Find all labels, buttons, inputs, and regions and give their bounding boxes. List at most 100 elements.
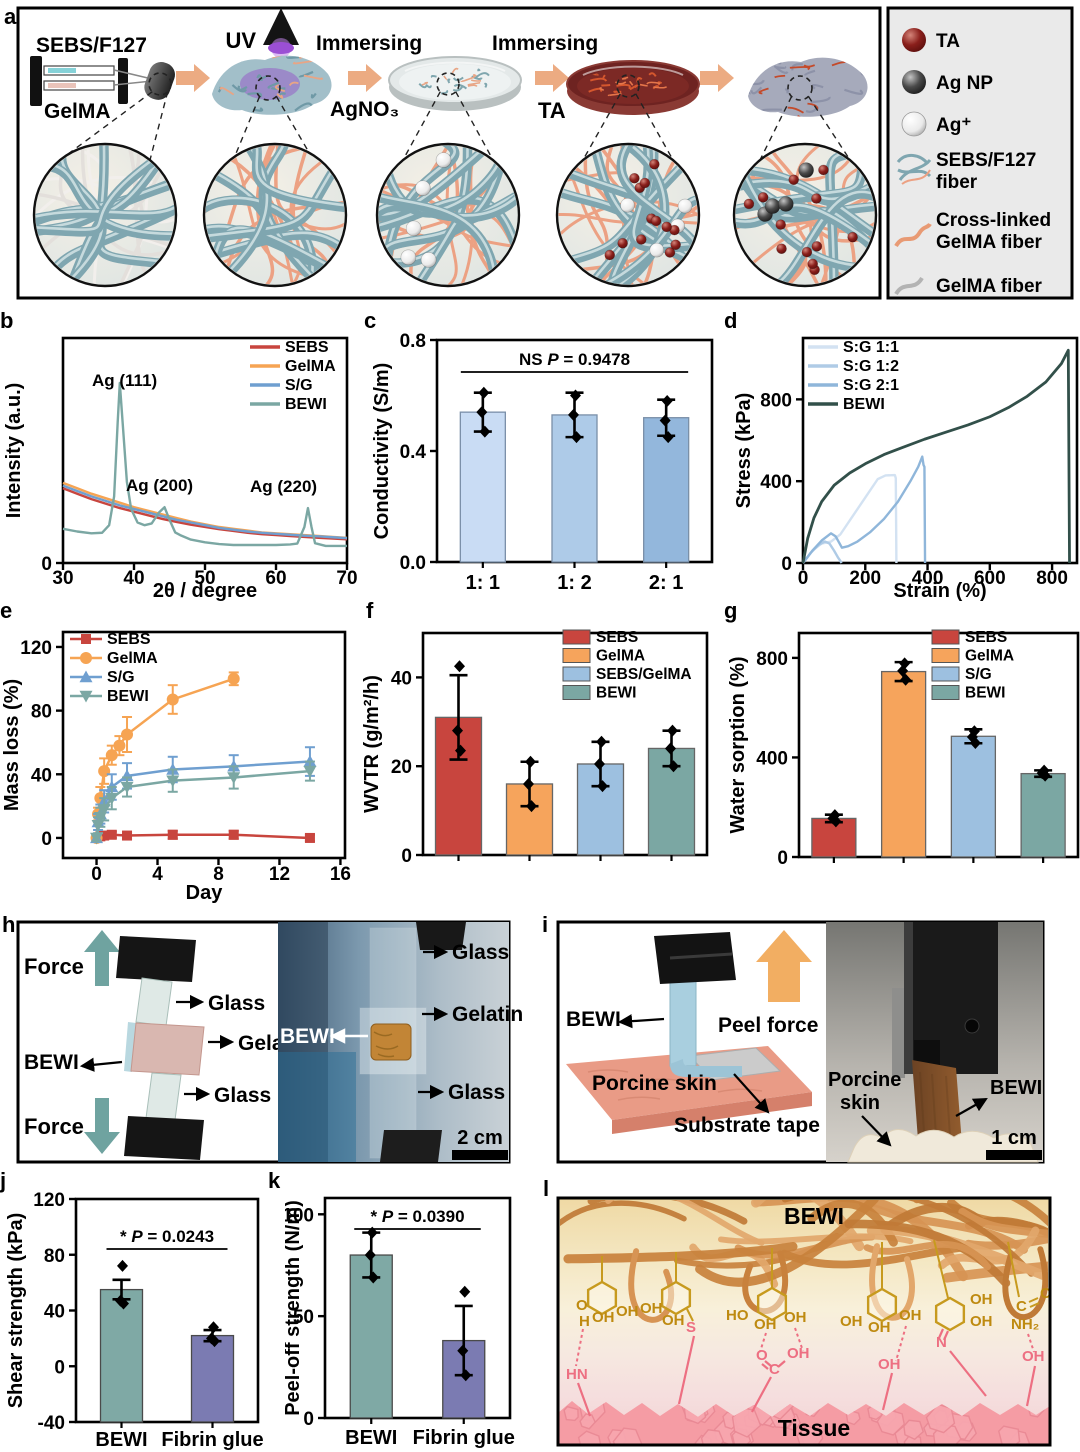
- svg-text:Peel-off strength (N/m): Peel-off strength (N/m): [285, 1200, 304, 1416]
- bewi-label: BEWI: [24, 1051, 79, 1074]
- chart-b: 030 40 50 60 70 2θ / degree Intensity (a.u.) SE…: [3, 336, 358, 602]
- svg-text:70: 70: [336, 568, 357, 589]
- svg-text:400: 400: [760, 472, 792, 493]
- svg-text:1: 2: 1: 2: [557, 572, 591, 594]
- chart-d: 0 400 800 0 200 400 600 800 Strain (%) Stress (kP…: [733, 336, 1079, 602]
- svg-text:SEBS: SEBS: [107, 631, 151, 648]
- svg-text:OH: OH: [784, 1309, 807, 1326]
- svg-text:OH: OH: [640, 1300, 663, 1317]
- svg-text:0: 0: [303, 1409, 314, 1430]
- svg-text:400: 400: [756, 748, 788, 769]
- svg-text:OH: OH: [1022, 1348, 1045, 1365]
- svg-text:60: 60: [265, 568, 286, 589]
- photo-porcine-label: Porcine: [828, 1069, 901, 1091]
- svg-text:30: 30: [52, 568, 73, 589]
- svg-text:NH₂: NH₂: [1011, 1316, 1039, 1333]
- svg-text:80: 80: [31, 702, 52, 723]
- svg-text:OH: OH: [970, 1291, 993, 1308]
- svg-text:HO: HO: [726, 1307, 749, 1324]
- svg-text:2: 1: 2: 1: [649, 572, 683, 594]
- svg-text:OH: OH: [840, 1313, 863, 1330]
- panel-label-g: g: [724, 598, 738, 623]
- svg-text:800: 800: [756, 649, 788, 670]
- svg-text:800: 800: [1036, 568, 1068, 589]
- peel-force-arrow-icon: [756, 930, 812, 1002]
- svg-text:* P = 0.0243: * P = 0.0243: [120, 1227, 214, 1246]
- svg-text:Shear strength (kPa): Shear strength (kPa): [5, 1213, 27, 1409]
- svg-text:Fibrin glue: Fibrin glue: [413, 1427, 515, 1449]
- svg-text:8: 8: [213, 864, 224, 885]
- svg-text:Day: Day: [186, 882, 224, 904]
- svg-text:BEWI: BEWI: [345, 1427, 397, 1449]
- panel-label-a: a: [4, 4, 17, 29]
- svg-text:0.4: 0.4: [400, 442, 427, 463]
- top-clamp: [116, 936, 196, 982]
- scale-bar-label: 1 cm: [991, 1127, 1037, 1149]
- svg-text:600: 600: [974, 568, 1006, 589]
- svg-text:12: 12: [269, 864, 290, 885]
- svg-text:Ag (111): Ag (111): [92, 371, 157, 390]
- porcine-skin-label: Porcine skin: [592, 1072, 717, 1095]
- svg-text:O: O: [756, 1347, 768, 1364]
- photo-gelatin-label: Gelatin: [452, 1003, 523, 1026]
- glass-top-label: Glass: [208, 992, 265, 1015]
- svg-text:0: 0: [777, 848, 788, 869]
- svg-text:0: 0: [401, 846, 412, 867]
- shear-schematic: Force Glass Gelatin BEWI Glass Force: [24, 930, 309, 1160]
- scale-bar: [986, 1150, 1042, 1160]
- label-sebs-f127: SEBS/F127: [36, 34, 147, 57]
- svg-text:SEBS: SEBS: [965, 629, 1007, 646]
- legend-ta: TA: [936, 31, 960, 52]
- svg-text:0: 0: [91, 864, 102, 885]
- svg-text:S: S: [686, 1319, 696, 1336]
- svg-text:* P = 0.0390: * P = 0.0390: [370, 1207, 464, 1226]
- panel-i-peel-test: BEWI Peel force Porcine skin Substrate t…: [556, 920, 1045, 1164]
- force-top-label: Force: [24, 954, 84, 979]
- svg-text:OH: OH: [878, 1356, 901, 1373]
- photo-bewi-label: BEWI: [280, 1025, 335, 1048]
- crosslinked-fiber-icon: [894, 222, 932, 248]
- svg-text:120: 120: [20, 638, 52, 659]
- svg-text:1: 1: 1: 1: [466, 572, 500, 594]
- substrate-tape-label: Substrate tape: [674, 1114, 820, 1137]
- svg-text:Stress (kPa): Stress (kPa): [733, 393, 755, 509]
- svg-text:S/G: S/G: [285, 377, 313, 394]
- chart-j: -40 0 40 80 120 Shear strength (kPa) BEWI Fibri…: [5, 1190, 264, 1451]
- svg-text:OH: OH: [616, 1303, 639, 1320]
- photo-top-clamp: [416, 922, 466, 950]
- svg-text:WVTR (g/m²/h): WVTR (g/m²/h): [361, 675, 383, 813]
- panel-label-l: l: [543, 1176, 550, 1201]
- photo-bewi-strip: [912, 1060, 962, 1144]
- panel-a-legend: TA Ag NP Ag⁺ SEBS/F127 fiber Cross-linke…: [886, 6, 1074, 300]
- svg-text:N: N: [936, 1334, 947, 1351]
- svg-text:S:G 1:1: S:G 1:1: [843, 339, 899, 356]
- svg-text:4: 4: [152, 864, 163, 885]
- panel-h-shear-test: Force Glass Gelatin BEWI Glass Force: [16, 920, 523, 1164]
- svg-text:BEWI: BEWI: [285, 396, 327, 413]
- svg-text:Mass loss (%): Mass loss (%): [1, 679, 23, 811]
- svg-text:C: C: [1016, 1298, 1027, 1315]
- panel-label-k: k: [268, 1168, 281, 1193]
- label-ta: TA: [538, 98, 566, 123]
- panel-l-adhesion-chemistry: O H OH OH OH OH HO OH OH OH OH OH OH OH …: [556, 1196, 1052, 1447]
- glass-bottom: [145, 1072, 182, 1121]
- bewi-fiber-network: [560, 1200, 1048, 1323]
- panel-label-c: c: [364, 308, 377, 333]
- svg-text:S:G 1:2: S:G 1:2: [843, 358, 899, 375]
- svg-text:SEBS: SEBS: [596, 629, 638, 646]
- legend-ag-ion: Ag⁺: [936, 115, 971, 136]
- svg-text:OH: OH: [754, 1316, 777, 1333]
- svg-text:Ag (200): Ag (200): [126, 476, 193, 495]
- sebs-fiber-icon: [896, 154, 932, 185]
- svg-text:OH: OH: [592, 1309, 615, 1326]
- svg-text:50: 50: [293, 1307, 314, 1328]
- svg-text:Water sorption (%): Water sorption (%): [727, 656, 749, 833]
- svg-text:120: 120: [33, 1190, 65, 1211]
- svg-text:-40: -40: [38, 1413, 65, 1434]
- gelma-fiber-icon: [894, 276, 924, 296]
- force-bottom-label: Force: [24, 1114, 84, 1139]
- svg-text:400: 400: [912, 568, 944, 589]
- svg-text:H: H: [579, 1313, 590, 1330]
- panel-l-border: [556, 1196, 1052, 1447]
